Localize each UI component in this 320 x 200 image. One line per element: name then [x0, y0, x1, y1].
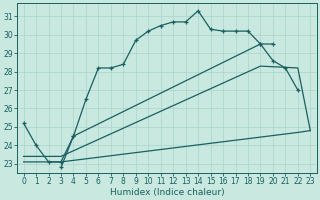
X-axis label: Humidex (Indice chaleur): Humidex (Indice chaleur)	[110, 188, 224, 197]
